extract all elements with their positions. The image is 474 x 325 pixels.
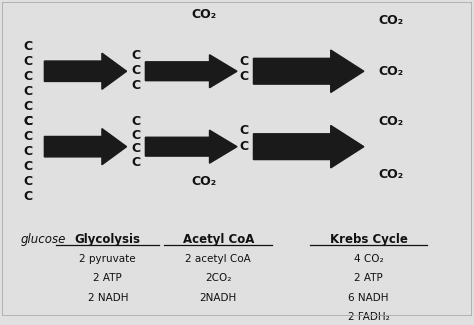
Text: CO₂: CO₂ xyxy=(378,168,403,181)
Text: C: C xyxy=(239,139,248,152)
Text: Acetyl CoA: Acetyl CoA xyxy=(182,233,254,246)
Text: C: C xyxy=(23,115,33,128)
Text: 2 pyruvate: 2 pyruvate xyxy=(80,254,136,264)
Text: C: C xyxy=(23,190,33,203)
Text: C: C xyxy=(131,64,141,77)
Text: 2 acetyl CoA: 2 acetyl CoA xyxy=(185,254,251,264)
Text: Glycolysis: Glycolysis xyxy=(75,233,141,246)
Text: 2 FADH₂: 2 FADH₂ xyxy=(347,312,390,322)
Polygon shape xyxy=(146,55,237,88)
Text: C: C xyxy=(23,40,33,53)
Polygon shape xyxy=(254,125,364,168)
Text: C: C xyxy=(131,142,141,155)
Text: C: C xyxy=(23,145,33,158)
Text: CO₂: CO₂ xyxy=(378,65,403,78)
Text: 2CO₂: 2CO₂ xyxy=(205,273,231,283)
Text: C: C xyxy=(23,100,33,113)
Text: C: C xyxy=(131,129,141,142)
Text: C: C xyxy=(239,55,248,68)
Text: C: C xyxy=(23,70,33,83)
Text: C: C xyxy=(131,156,141,169)
Text: C: C xyxy=(23,115,33,128)
Text: C: C xyxy=(23,85,33,98)
Text: CO₂: CO₂ xyxy=(378,115,403,128)
Text: C: C xyxy=(23,160,33,173)
Text: C: C xyxy=(23,176,33,188)
Text: CO₂: CO₂ xyxy=(191,175,217,188)
Text: 2NADH: 2NADH xyxy=(200,292,237,303)
Text: glucose: glucose xyxy=(21,233,66,246)
Text: C: C xyxy=(23,130,33,143)
Text: 2 ATP: 2 ATP xyxy=(354,273,383,283)
Text: 2 NADH: 2 NADH xyxy=(88,292,128,303)
Polygon shape xyxy=(254,50,364,92)
Text: CO₂: CO₂ xyxy=(191,8,217,21)
Text: Krebs Cycle: Krebs Cycle xyxy=(329,233,408,246)
Text: C: C xyxy=(239,124,248,137)
Text: CO₂: CO₂ xyxy=(378,14,403,27)
Text: C: C xyxy=(239,71,248,84)
Polygon shape xyxy=(146,130,237,163)
Polygon shape xyxy=(45,129,127,165)
Text: 4 CO₂: 4 CO₂ xyxy=(354,254,383,264)
Text: C: C xyxy=(131,79,141,92)
Text: C: C xyxy=(23,55,33,68)
Text: 2 ATP: 2 ATP xyxy=(93,273,122,283)
Text: C: C xyxy=(131,49,141,62)
Text: 6 NADH: 6 NADH xyxy=(348,292,389,303)
Text: C: C xyxy=(131,115,141,128)
Polygon shape xyxy=(45,53,127,89)
